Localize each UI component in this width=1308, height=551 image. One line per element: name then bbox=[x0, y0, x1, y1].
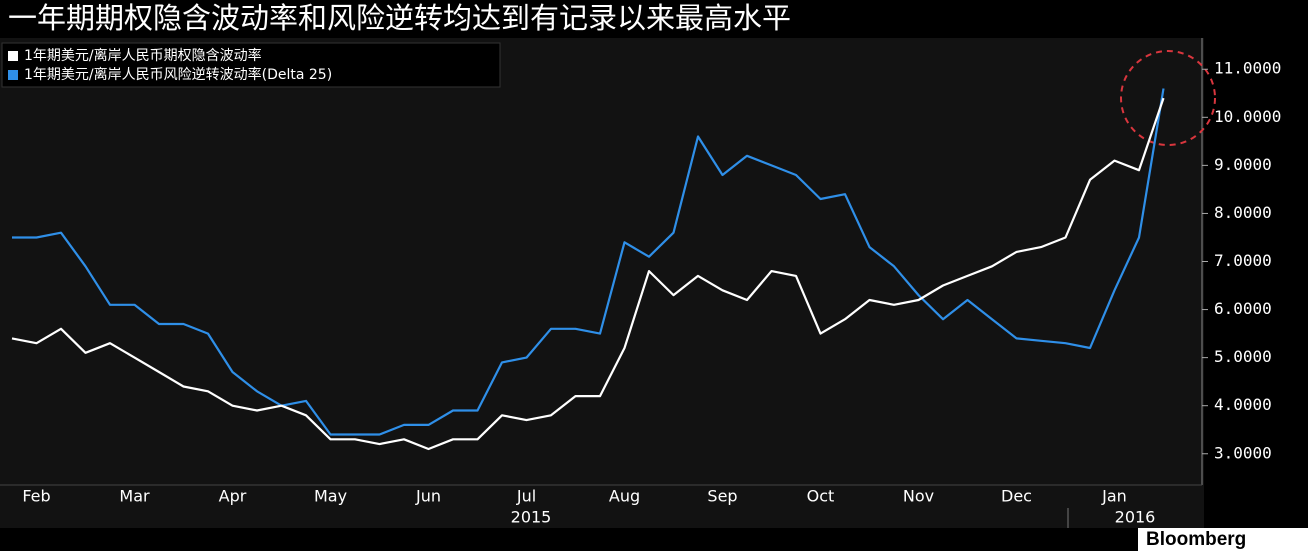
x-tick-label: Nov bbox=[903, 487, 934, 506]
y-tick-label: 11.0000 bbox=[1214, 59, 1281, 78]
legend-label: 1年期美元/离岸人民币风险逆转波动率(Delta 25) bbox=[24, 66, 332, 83]
x-tick-label: Jun bbox=[415, 487, 441, 506]
legend: 1年期美元/离岸人民币期权隐含波动率 1年期美元/离岸人民币风险逆转波动率(Del… bbox=[1, 42, 501, 88]
legend-swatch bbox=[8, 51, 18, 61]
x-tick-label: Mar bbox=[119, 487, 150, 506]
x-tick-label: Jan bbox=[1101, 487, 1127, 506]
series-line bbox=[12, 88, 1165, 436]
y-tick-label: 10.0000 bbox=[1214, 107, 1281, 126]
logo-bar bbox=[1138, 528, 1308, 551]
x-tick-label: Aug bbox=[609, 487, 640, 506]
y-tick-label: 3.0000 bbox=[1214, 443, 1272, 462]
legend-label: 1年期美元/离岸人民币期权隐含波动率 bbox=[24, 47, 262, 64]
x-tick-label: Dec bbox=[1001, 487, 1032, 506]
y-tick-label: 8.0000 bbox=[1214, 203, 1272, 222]
legend-box bbox=[1, 42, 501, 88]
x-tick-label: May bbox=[314, 487, 347, 506]
x-tick-label: Oct bbox=[807, 487, 835, 506]
highlight-circle bbox=[1120, 50, 1216, 146]
y-tick-label: 4.0000 bbox=[1214, 395, 1272, 414]
plot-area bbox=[0, 38, 1204, 528]
y-tick-label: 6.0000 bbox=[1214, 299, 1272, 318]
chart-title: 一年期期权隐含波动率和风险逆转均达到有记录以来最高水平 bbox=[8, 1, 791, 35]
x-tick-label: Jul bbox=[516, 487, 536, 506]
x-tick-label: Sep bbox=[707, 487, 737, 506]
y-tick-label: 7.0000 bbox=[1214, 251, 1272, 270]
legend-swatch bbox=[8, 70, 18, 80]
x-tick-label: Apr bbox=[219, 487, 247, 506]
x-tick-label: Feb bbox=[22, 487, 50, 506]
x-group-label: 2015 bbox=[511, 508, 552, 527]
x-group-label: 2016 bbox=[1115, 508, 1156, 527]
series-line bbox=[11, 97, 1165, 451]
source-logo: Bloomberg bbox=[1146, 529, 1246, 550]
y-tick-label: 5.0000 bbox=[1214, 347, 1272, 366]
y-tick-label: 9.0000 bbox=[1214, 155, 1272, 174]
